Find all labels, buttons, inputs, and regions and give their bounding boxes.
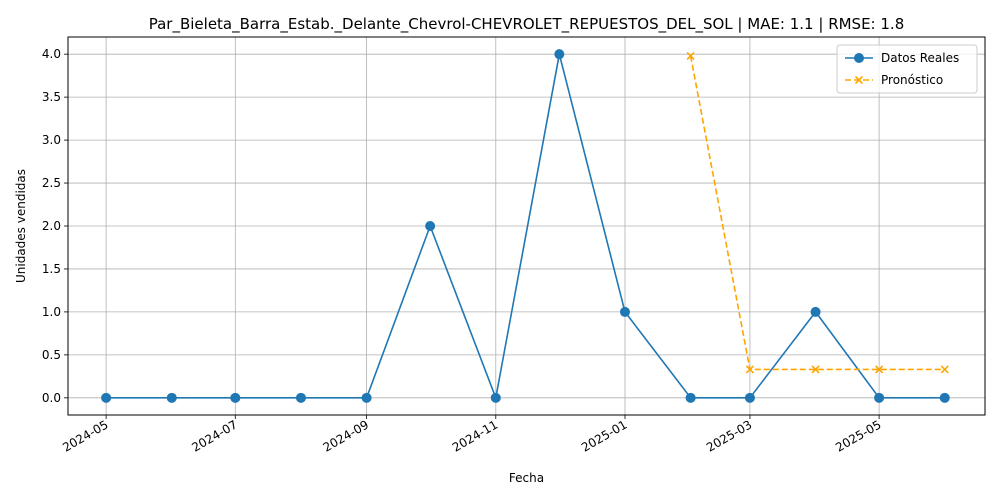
legend-entry: Pronóstico	[845, 73, 943, 87]
data-point	[874, 392, 885, 403]
data-point	[745, 365, 754, 374]
grid	[68, 37, 985, 415]
data-point	[166, 392, 177, 403]
legend-box	[836, 44, 978, 94]
y-tick-label: 3.5	[42, 90, 61, 104]
y-tick-label: 3.0	[42, 133, 61, 147]
y-tick-label: 1.5	[42, 262, 61, 276]
data-point	[810, 306, 821, 317]
y-tick-label: 0.5	[42, 348, 61, 362]
y-tick-label: 4.0	[42, 47, 61, 61]
marker-x-stroke	[686, 51, 695, 60]
series-line	[689, 55, 945, 371]
marker-x-stroke	[811, 365, 820, 374]
data-point	[940, 365, 949, 374]
data-point	[685, 392, 696, 403]
legend-entries: Datos Reales Pronóstico	[845, 51, 959, 87]
data-point	[939, 392, 950, 403]
marker-x-stroke	[745, 365, 754, 374]
data-point	[811, 365, 820, 374]
y-tick-label: 2.5	[42, 176, 61, 190]
x-axis-title: Fecha	[509, 471, 544, 485]
marker-x-stroke	[854, 75, 864, 85]
data-point	[361, 392, 372, 403]
data-point	[295, 392, 306, 403]
y-axis-title: Unidades vendidas	[14, 169, 28, 283]
legend-swatch-marker	[854, 75, 864, 85]
data-point	[875, 365, 884, 374]
data-point	[490, 392, 501, 403]
legend-swatch-marker	[854, 53, 864, 63]
data-point	[686, 51, 695, 60]
legend: Datos Reales Pronóstico	[836, 44, 978, 94]
y-tick-label: 2.0	[42, 219, 61, 233]
legend-entry: Datos Reales	[845, 51, 959, 65]
data-point	[619, 306, 630, 317]
chart-title: Par_Bieleta_Barra_Estab._Delante_Chevrol…	[149, 15, 905, 34]
data-point	[230, 392, 241, 403]
marker-x-stroke	[875, 365, 884, 374]
series-1	[686, 51, 949, 374]
data-point	[101, 392, 112, 403]
marker-x-stroke	[940, 365, 949, 374]
legend-label: Pronóstico	[881, 73, 943, 87]
series-line	[106, 53, 945, 399]
y-tick-label: 0.0	[42, 391, 61, 405]
y-tick-label: 1.0	[42, 305, 61, 319]
data-point	[554, 49, 565, 60]
legend-label: Datos Reales	[881, 51, 959, 65]
series-0	[101, 49, 950, 403]
data-point	[425, 221, 436, 231]
series-layer	[101, 49, 950, 403]
data-point	[744, 392, 755, 403]
